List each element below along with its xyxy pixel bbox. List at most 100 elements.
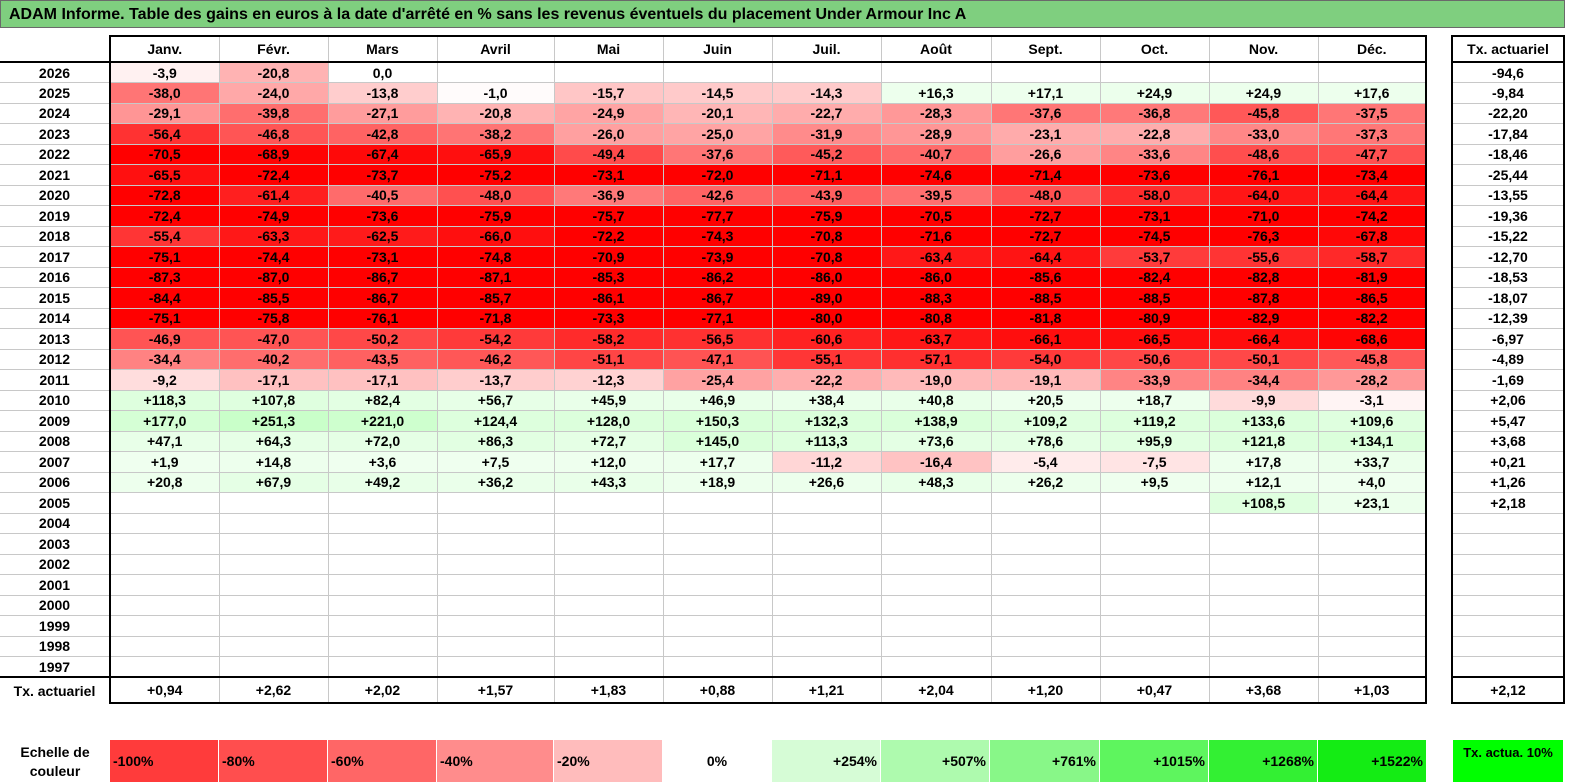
actuarial-row: -18,07 (1451, 287, 1565, 309)
gain-cell (553, 533, 664, 555)
gain-cell (327, 574, 438, 596)
gain-cell (218, 553, 329, 575)
gain-cell: -50,1 (1208, 348, 1319, 370)
gain-cell: -48,6 (1208, 143, 1319, 165)
gain-cell: -46,2 (436, 348, 555, 370)
gain-cell: -61,4 (218, 184, 329, 206)
gain-cell (327, 533, 438, 555)
gain-cell: +7,5 (436, 451, 555, 473)
gain-cell: -74,3 (662, 225, 773, 247)
gain-cell: -71,8 (436, 307, 555, 329)
gain-cell: -37,3 (1317, 123, 1427, 145)
gain-cell (880, 615, 992, 637)
gain-cell: -17,1 (218, 369, 329, 391)
gain-cell: -87,1 (436, 266, 555, 288)
color-swatch: 0% (663, 740, 772, 782)
footer-label: Tx. actuariel (0, 676, 111, 703)
gain-cell: +3,6 (327, 451, 438, 473)
gain-cell: +12,1 (1208, 471, 1319, 493)
gain-cell: +48,3 (880, 471, 992, 493)
gain-cell (109, 492, 220, 514)
gain-cell: -87,0 (218, 266, 329, 288)
gain-cell: -19,1 (990, 369, 1101, 391)
actuarial-row: +3,68 (1451, 430, 1565, 452)
gain-cell: -66,5 (1099, 328, 1210, 350)
gain-cell (1099, 574, 1210, 596)
gain-cell (218, 492, 329, 514)
gain-cell (990, 512, 1101, 534)
gain-cell: +150,3 (662, 410, 773, 432)
gain-cell: -13,7 (436, 369, 555, 391)
table-row: 2024 -29,1 -39,8 -27,1 -20,8 -24,9 -20,1 -22,7-… (0, 102, 1427, 124)
gain-cell: -58,2 (553, 328, 664, 350)
gain-cell (109, 533, 220, 555)
table-row: 2016 -87,3 -87,0 -86,7 -87,1 -85,3 -86,2 -86,0-… (0, 266, 1427, 288)
gain-cell: -43,5 (327, 348, 438, 370)
color-swatch: +1015% (1100, 740, 1209, 782)
gain-cell: +38,4 (771, 389, 882, 411)
gain-cell: +40,8 (880, 389, 992, 411)
footer-value: +1,57 (436, 676, 555, 704)
actuarial-cell: -13,55 (1451, 184, 1565, 206)
gain-cell: +95,9 (1099, 430, 1210, 452)
gain-cell: -62,5 (327, 225, 438, 247)
gain-cell (1317, 533, 1427, 555)
table-row: 2022 -70,5 -68,9 -67,4 -65,9 -49,4 -37,6 -45,2-… (0, 143, 1427, 165)
year-label: 2018 (0, 225, 111, 247)
actuarial-row: +2,06 (1451, 389, 1565, 411)
gain-cell: -73,3 (553, 307, 664, 329)
gain-cell: +113,3 (771, 430, 882, 452)
actuarial-cell (1451, 553, 1565, 575)
gain-cell: -70,5 (109, 143, 220, 165)
gain-cell (1099, 553, 1210, 575)
gain-cell: -73,6 (1099, 164, 1210, 186)
gain-cell (1099, 492, 1210, 514)
actuarial-row (1451, 594, 1565, 616)
gain-cell: -38,2 (436, 123, 555, 145)
gain-cell: -71,0 (1208, 205, 1319, 227)
actuarial-row (1451, 553, 1565, 575)
gain-cell: -88,3 (880, 287, 992, 309)
gain-cell (990, 61, 1101, 83)
color-swatch: -20% (554, 740, 663, 782)
gain-cell (218, 656, 329, 678)
gain-cell: -72,0 (662, 164, 773, 186)
table-row: 2012 -34,4 -40,2 -43,5 -46,2 -51,1 -47,1 -55,1-… (0, 348, 1427, 370)
gain-cell: -56,5 (662, 328, 773, 350)
gain-cell: -33,9 (1099, 369, 1210, 391)
gain-cell (771, 574, 882, 596)
gain-cell (1208, 574, 1319, 596)
gain-cell: +67,9 (218, 471, 329, 493)
table-row: 2000 (0, 594, 1427, 616)
year-label: 2023 (0, 123, 111, 145)
year-label: 2019 (0, 205, 111, 227)
actuarial-cell (1451, 615, 1565, 637)
gain-cell: -64,0 (1208, 184, 1319, 206)
gain-cell (1208, 635, 1319, 657)
gain-cell (880, 492, 992, 514)
gain-cell (436, 635, 555, 657)
gain-cell: -70,9 (553, 246, 664, 268)
gain-cell: -64,4 (1317, 184, 1427, 206)
table-row: 2006 +20,8 +67,9 +49,2 +36,2 +43,3 +18,9 +26,6 +… (0, 471, 1427, 493)
month-header: Avril (436, 35, 555, 63)
gain-cell: -88,5 (990, 287, 1101, 309)
actuarial-cell: +3,68 (1451, 430, 1565, 452)
gain-cell: -34,4 (109, 348, 220, 370)
gain-cell (662, 615, 773, 637)
gain-cell: -26,0 (553, 123, 664, 145)
actuarial-cell: +5,47 (1451, 410, 1565, 432)
gain-cell (990, 615, 1101, 637)
gain-cell: +9,5 (1099, 471, 1210, 493)
header-row: Janv. Févr. Mars Avril Mai Juin Juil. Août Sept.… (0, 35, 1427, 63)
gain-cell: +12,0 (553, 451, 664, 473)
gain-cell: -74,4 (218, 246, 329, 268)
gain-cell: -71,6 (880, 225, 992, 247)
year-label: 2012 (0, 348, 111, 370)
gain-cell: -53,7 (1099, 246, 1210, 268)
gain-cell (109, 594, 220, 616)
gain-cell: -23,1 (990, 123, 1101, 145)
gain-cell (1208, 533, 1319, 555)
gain-cell (436, 61, 555, 83)
gain-cell: +17,8 (1208, 451, 1319, 473)
